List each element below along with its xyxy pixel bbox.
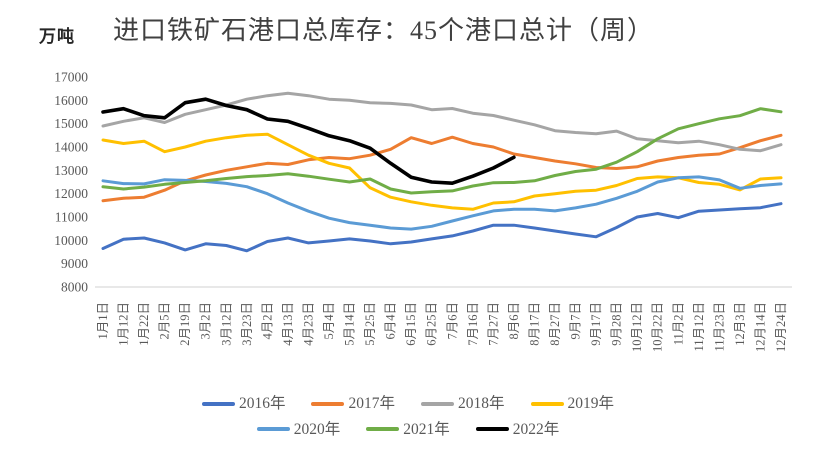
y-axis-label: 15000 xyxy=(54,116,88,131)
legend-line-swatch-icon xyxy=(201,401,235,406)
legend-line-swatch-icon xyxy=(475,427,509,432)
y-axis-label: 16000 xyxy=(54,93,88,108)
x-axis-label: 12月24日 xyxy=(774,302,788,352)
x-axis-label: 10月12日 xyxy=(630,302,644,352)
series-line-2016年 xyxy=(101,202,783,253)
x-axis-label: 8月6日 xyxy=(507,302,521,340)
legend-line-swatch-icon xyxy=(311,401,345,406)
x-axis-label: 1月1日 xyxy=(96,302,110,340)
legend-label: 2016年 xyxy=(238,395,286,412)
x-axis-label: 2月19日 xyxy=(178,302,192,346)
series-line-2020年 xyxy=(101,175,783,231)
x-axis-label: 3月23日 xyxy=(240,302,254,346)
x-axis-label: 5月14日 xyxy=(343,302,357,346)
x-axis-label: 9月28日 xyxy=(610,302,624,346)
legend-line-swatch-icon xyxy=(366,427,400,432)
legend-label: 2021年 xyxy=(403,420,450,438)
x-axis-label: 4月2日 xyxy=(260,302,274,340)
legend-row: 2020年 2021年 2022年 xyxy=(256,420,560,438)
x-axis-label: 11月2日 xyxy=(671,302,685,345)
series-line-2021年 xyxy=(101,107,783,195)
y-axis-label: 10000 xyxy=(54,233,88,248)
y-axis-label: 14000 xyxy=(54,140,88,155)
legend-row: 2016年 2017年 2018年 2019年 xyxy=(201,395,615,412)
x-axis-label: 4月23日 xyxy=(301,302,315,346)
x-axis-label: 11月23日 xyxy=(712,302,726,352)
x-axis-label: 10月22日 xyxy=(651,302,665,352)
y-axis-unit-label: 万吨 xyxy=(39,27,75,46)
legend-item: 2021年 xyxy=(366,420,450,438)
legend-line-swatch-icon xyxy=(530,401,564,406)
x-axis-label: 12月3日 xyxy=(733,302,747,346)
x-axis-label: 3月2日 xyxy=(199,302,213,340)
legend-item: 2017年 xyxy=(311,396,395,412)
legend-label: 2019年 xyxy=(567,395,615,412)
series-line-2018年 xyxy=(101,91,783,153)
x-axis-label: 4月13日 xyxy=(281,302,295,346)
chart-legend: 2016年 2017年 2018年 2019年 2020年 2021年 2022年 xyxy=(0,396,816,437)
legend-item: 2020年 xyxy=(256,420,341,438)
legend-label: 2022年 xyxy=(512,420,560,438)
legend-label: 2017年 xyxy=(348,395,395,412)
chart-title: 进口铁矿石港口总库存：45个港口总计（周） xyxy=(113,16,655,45)
series-line-2022年 xyxy=(101,97,516,185)
legend-item: 2022年 xyxy=(475,420,560,438)
x-axis-label: 9月7日 xyxy=(569,302,583,340)
x-axis-label: 3月12日 xyxy=(219,302,233,346)
series-line-2017年 xyxy=(101,133,783,203)
x-axis-label: 1月22日 xyxy=(137,302,151,346)
y-axis-label: 17000 xyxy=(54,70,88,85)
x-axis-label: 11月12日 xyxy=(692,302,706,352)
x-axis-label: 1月12日 xyxy=(117,302,131,346)
x-axis-label: 2月5日 xyxy=(158,302,172,340)
x-axis-label: 7月6日 xyxy=(445,302,459,340)
x-axis-label: 6月15日 xyxy=(404,302,418,346)
legend-label: 2020年 xyxy=(293,420,341,438)
x-axis-label: 8月27日 xyxy=(548,302,562,346)
x-axis-label: 5月25日 xyxy=(363,302,377,346)
x-axis-label: 5月4日 xyxy=(322,302,336,340)
x-axis-label: 7月27日 xyxy=(486,302,500,346)
legend-item: 2016年 xyxy=(201,395,286,412)
y-axis-label: 11000 xyxy=(55,210,88,225)
x-axis-label: 8月17日 xyxy=(527,302,541,346)
legend-item: 2019年 xyxy=(530,395,615,412)
legend-line-swatch-icon xyxy=(421,401,454,406)
y-axis-label: 12000 xyxy=(54,186,88,201)
legend-line-swatch-icon xyxy=(256,427,290,432)
x-axis-label: 6月4日 xyxy=(384,302,398,340)
x-axis-label: 6月25日 xyxy=(425,302,439,346)
legend-item: 2018年 xyxy=(421,396,505,412)
series-line-2019年 xyxy=(101,132,783,211)
y-axis-label: 13000 xyxy=(54,163,88,178)
y-axis-label: 9000 xyxy=(61,256,88,271)
legend-label: 2018年 xyxy=(458,395,505,412)
x-axis-label: 9月17日 xyxy=(589,302,603,346)
y-axis-label: 8000 xyxy=(61,280,88,295)
x-axis-label: 7月16日 xyxy=(466,302,480,346)
x-axis-label: 12月14日 xyxy=(753,302,767,352)
